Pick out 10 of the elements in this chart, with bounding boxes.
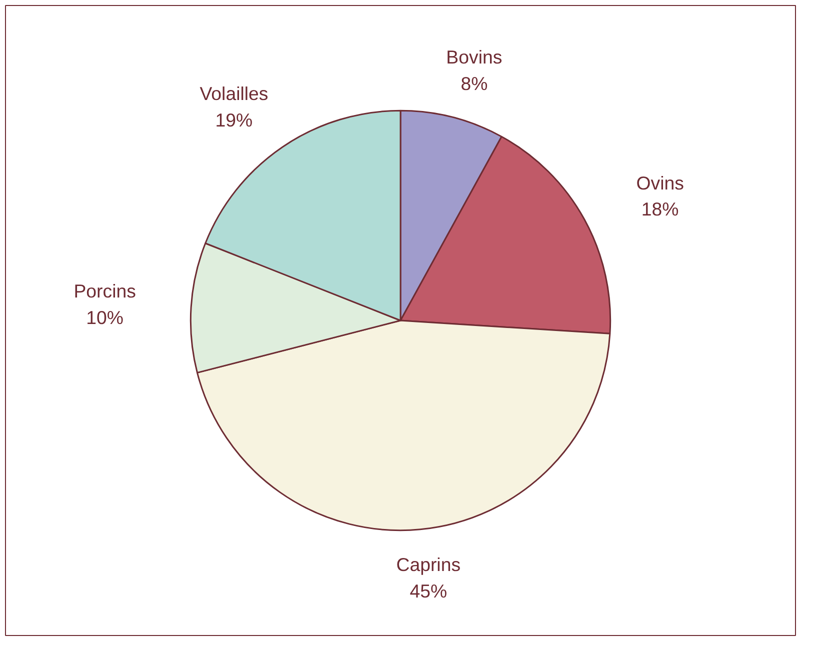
- data-label: 45%: [410, 580, 448, 602]
- slice-label: Volailles: [200, 83, 268, 104]
- data-label: 19%: [215, 109, 253, 130]
- data-label: 18%: [641, 198, 679, 220]
- slice-label: Bovins: [446, 46, 502, 68]
- slice-label: Caprins: [396, 554, 461, 576]
- data-label: 8%: [460, 72, 488, 94]
- data-label: 10%: [86, 306, 124, 328]
- slice-label: Ovins: [636, 172, 684, 194]
- slice-label: Porcins: [74, 280, 136, 302]
